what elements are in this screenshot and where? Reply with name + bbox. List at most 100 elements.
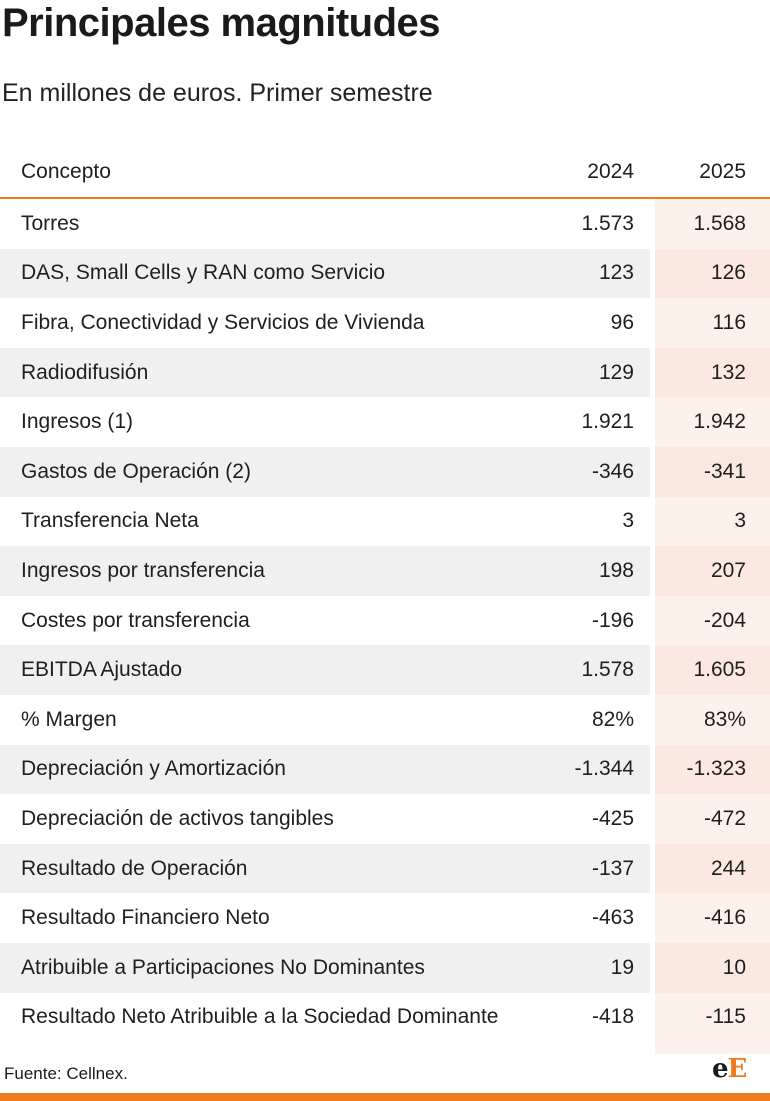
column-gap [650,645,655,695]
cell-value-2024: 198 [530,546,650,596]
cell-value-2024: -346 [530,446,650,497]
cell-value-2024: -196 [591,608,634,632]
table-row: % Margen 82% 83% [0,694,770,745]
column-header-concepto: Concepto [0,147,530,197]
column-gap [650,298,655,348]
eleconomista-logo: eE [712,1054,747,1084]
cell-value-2025: -341 [655,446,770,497]
cell-value-2024: 3 [622,509,634,533]
table-row: Costes por transferencia -196 -204 [0,595,770,646]
cell-value-2024: -463 [591,906,634,930]
column-gap [650,546,655,596]
cell-value-2025: 83% [655,694,770,745]
cell-concepto: Radiodifusión [0,347,530,398]
table-row: Resultado Financiero Neto -463 -416 [0,893,770,943]
column-gap [650,446,655,497]
cell-concepto: Transferencia Neta [21,509,199,533]
table-bottom-spacer [0,1042,770,1055]
cell-value-2025: 132 [655,347,770,398]
cell-value-2024: 1.921 [581,410,634,434]
chart-title: Principales magnitudes [2,1,441,45]
cell-value-2025: 116 [655,298,770,348]
cell-concepto: Atribuible a Participaciones No Dominant… [0,942,530,993]
cell-value-2024: 1.573 [581,211,634,235]
source-note: Fuente: Cellnex. [4,1064,128,1083]
cell-concepto: EBITDA Ajustado [0,645,530,695]
cell-value-2024: -1.344 [530,744,650,795]
chart-subtitle: En millones de euros. Primer semestre [2,79,433,107]
table-body: Torres 1.573 1.568 DAS, Small Cells y RAN c… [0,199,770,1055]
spacer-cell [655,1042,770,1055]
table-row: Radiodifusión 129 132 [0,347,770,398]
cell-concepto: Depreciación y Amortización [0,744,530,795]
table-row: Ingresos por transferencia 198 207 [0,546,770,596]
table-row: EBITDA Ajustado 1.578 1.605 [0,645,770,695]
column-gap [650,347,655,398]
header-divider [0,197,770,199]
cell-value-2024: 129 [530,347,650,398]
cell-concepto: Costes por transferencia [21,608,250,632]
column-header-2024: 2024 [530,147,650,197]
table-row: DAS, Small Cells y RAN como Servicio 123 1… [0,248,770,299]
table-row: Resultado Neto Atribuible a la Sociedad … [0,992,770,1043]
table-row: Resultado de Operación -137 244 [0,843,770,894]
column-gap [650,744,655,795]
data-table: Concepto 2024 2025 Torres 1.573 1.568 DAS, … [0,147,770,1055]
column-gap [650,794,655,844]
spacer-cell [650,1042,655,1055]
cell-value-2024: 82% [591,707,634,731]
cell-value-2025: -472 [655,794,770,844]
cell-concepto: Resultado Neto Atribuible a la Sociedad … [21,1005,499,1029]
table-header-row: Concepto 2024 2025 [0,147,770,197]
cell-concepto: % Margen [21,707,117,731]
cell-value-2025: -115 [655,992,770,1043]
table-row: Torres 1.573 1.568 [0,199,770,249]
cell-concepto: Ingresos por transferencia [0,546,530,596]
column-gap [650,248,655,299]
cell-concepto: Depreciación de activos tangibles [21,806,334,830]
column-gap [650,694,655,745]
column-gap [650,595,655,646]
bottom-accent-bar [0,1093,770,1101]
cell-value-2024: 19 [530,942,650,993]
cell-value-2025: 1.942 [655,397,770,447]
table-row: Depreciación de activos tangibles -425 -47… [0,794,770,844]
column-gap [650,992,655,1043]
column-gap [650,147,655,197]
cell-value-2025: 10 [655,942,770,993]
cell-value-2024: -137 [530,843,650,894]
cell-value-2025: -416 [655,893,770,943]
column-gap [650,893,655,943]
cell-concepto: Resultado Financiero Neto [21,906,270,930]
cell-value-2024: -418 [591,1005,634,1029]
cell-value-2024: 1.578 [530,645,650,695]
cell-value-2025: 1.568 [655,199,770,249]
column-gap [650,397,655,447]
cell-value-2025: 3 [655,496,770,547]
cell-value-2025: -1.323 [655,744,770,795]
table-row: Atribuible a Participaciones No Dominant… [0,942,770,993]
table-row: Ingresos (1) 1.921 1.942 [0,397,770,447]
cell-concepto: Fibra, Conectividad y Servicios de Vivie… [21,310,425,334]
table-row: Gastos de Operación (2) -346 -341 [0,446,770,497]
cell-value-2025: 126 [655,248,770,299]
table-row: Depreciación y Amortización -1.344 -1.323 [0,744,770,795]
column-gap [650,199,655,249]
spacer-cell [0,1042,530,1055]
cell-concepto: Gastos de Operación (2) [0,446,530,497]
cell-value-2025: 207 [655,546,770,596]
column-gap [650,843,655,894]
cell-value-2024: 123 [530,248,650,299]
column-header-2025: 2025 [655,147,770,197]
cell-value-2025: 1.605 [655,645,770,695]
spacer-cell [530,1042,650,1055]
cell-value-2025: 244 [655,843,770,894]
cell-concepto: Torres [21,211,80,235]
table-row: Transferencia Neta 3 3 [0,496,770,547]
column-gap [650,942,655,993]
cell-value-2025: -204 [655,595,770,646]
column-gap [650,496,655,547]
cell-concepto: Resultado de Operación [0,843,530,894]
cell-concepto: Ingresos (1) [21,410,134,434]
cell-value-2024: -425 [591,806,634,830]
